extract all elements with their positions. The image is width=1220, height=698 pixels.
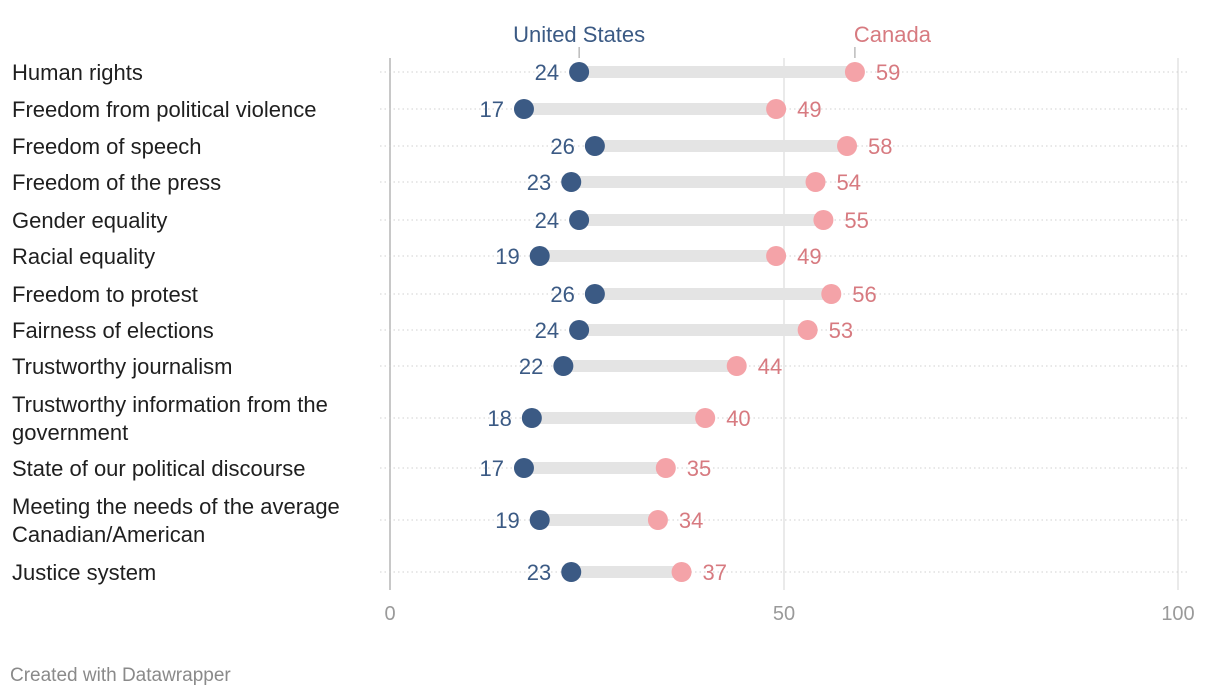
us-dot [513, 99, 534, 119]
footer-credit: Created with Datawrapper [10, 665, 231, 686]
us-dot [561, 172, 582, 192]
us-dot [561, 562, 582, 582]
canada-value-label: 56 [852, 282, 876, 307]
us-dot [529, 246, 550, 266]
us-value-label: 22 [519, 354, 543, 379]
us-value-label: 24 [535, 60, 559, 85]
us-value-label: 19 [495, 508, 519, 533]
canada-dot [655, 458, 676, 478]
canada-value-label: 37 [703, 560, 727, 585]
canada-dot [726, 356, 747, 376]
us-value-label: 23 [527, 170, 551, 195]
canada-value-label: 54 [837, 170, 861, 195]
canada-dot [766, 246, 787, 266]
canada-value-label: 49 [797, 97, 821, 122]
canada-dot [647, 510, 668, 530]
category-label: Human rights [12, 60, 143, 85]
canada-dot [797, 320, 818, 340]
us-value-label: 26 [550, 282, 574, 307]
canada-value-label: 35 [687, 456, 711, 481]
category-label: Fairness of elections [12, 318, 214, 343]
canada-value-label: 58 [868, 134, 892, 159]
us-dot [569, 320, 590, 340]
category-label: Freedom of the press [12, 170, 221, 195]
canada-value-label: 49 [797, 244, 821, 269]
us-value-label: 24 [535, 208, 559, 233]
category-label: Justice system [12, 560, 156, 585]
canada-dot [837, 136, 858, 156]
us-value-label: 26 [550, 134, 574, 159]
us-value-label: 17 [479, 97, 503, 122]
canada-value-label: 44 [758, 354, 782, 379]
us-dot [553, 356, 574, 376]
category-label: Trustworthy information from the governme… [12, 392, 328, 445]
us-dot [521, 408, 542, 428]
us-dot [569, 210, 590, 230]
canada-value-label: 40 [726, 406, 750, 431]
us-value-label: 18 [487, 406, 511, 431]
us-value-label: 24 [535, 318, 559, 343]
x-tick-label: 0 [384, 603, 395, 625]
canada-dot [671, 562, 692, 582]
canada-dot [844, 62, 865, 82]
us-dot [569, 62, 590, 82]
category-label: Freedom from political violence [12, 97, 316, 122]
legend-canada: Canada [854, 22, 932, 47]
canada-dot [813, 210, 834, 230]
canada-dot [695, 408, 716, 428]
category-label: Trustworthy journalism [12, 354, 232, 379]
category-label: Meeting the needs of the average Canadian… [12, 494, 340, 547]
us-dot [529, 510, 550, 530]
us-dot [584, 284, 605, 304]
category-label: State of our political discourse [12, 456, 306, 481]
us-value-label: 17 [479, 456, 503, 481]
x-tick-label: 50 [773, 603, 795, 625]
canada-dot [805, 172, 826, 192]
us-value-label: 23 [527, 560, 551, 585]
legend-united-states: United States [513, 22, 645, 47]
category-label: Gender equality [12, 208, 167, 233]
canada-dot [821, 284, 842, 304]
canada-value-label: 55 [844, 208, 868, 233]
category-label: Freedom to protest [12, 282, 198, 307]
x-tick-label: 100 [1161, 603, 1194, 625]
category-label: Racial equality [12, 244, 155, 269]
us-dot [513, 458, 534, 478]
canada-value-label: 53 [829, 318, 853, 343]
us-dot [584, 136, 605, 156]
us-value-label: 19 [495, 244, 519, 269]
canada-dot [766, 99, 787, 119]
category-label: Freedom of speech [12, 134, 202, 159]
canada-value-label: 59 [876, 60, 900, 85]
canada-value-label: 34 [679, 508, 703, 533]
